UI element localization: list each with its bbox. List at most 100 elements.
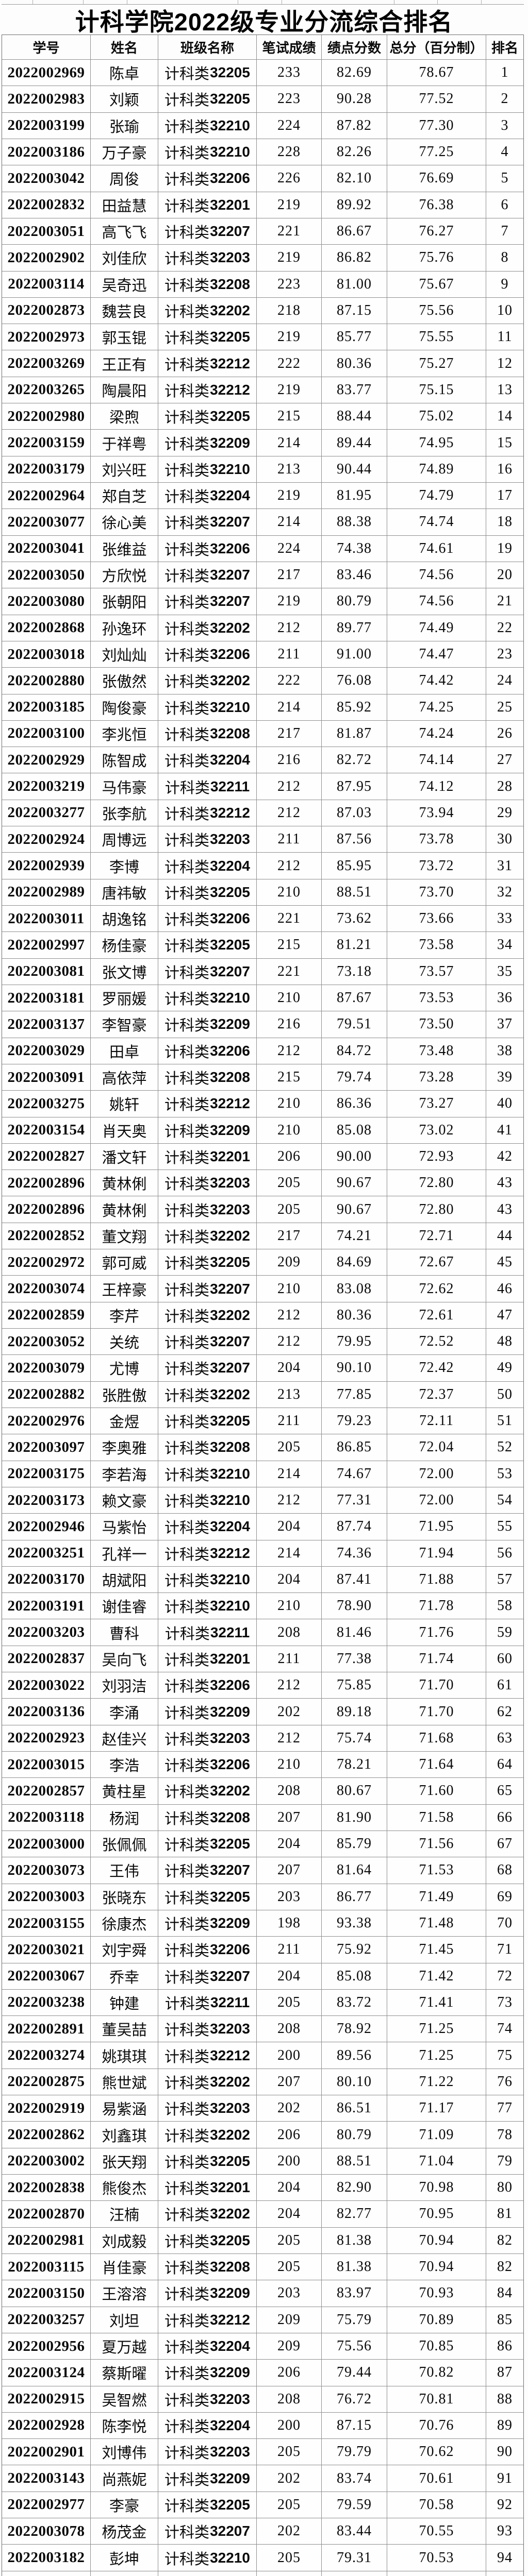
- cell-name: 姚轩: [91, 1091, 158, 1117]
- cell-gpa-score: 83.46: [322, 562, 387, 589]
- cell-total-score: 72.93: [387, 1143, 486, 1171]
- cell-total-score: 77.30: [387, 112, 486, 139]
- cell-total-score: 73.02: [387, 1117, 486, 1144]
- table-row: 2022002837 吴向飞 计科类 32201 211 77.38 71.74 …: [2, 1646, 523, 1673]
- cell-student-id: 2022002973: [2, 324, 91, 351]
- table-row: 2022002870 汪楠 计科类 32202 204 82.77 70.95 8…: [2, 2201, 523, 2228]
- cell-written-score: 219: [257, 324, 322, 351]
- cell-gpa-score: 85.08: [322, 1117, 387, 1144]
- cell-gpa-score: 79.51: [322, 1011, 387, 1038]
- header-name: 姓名: [91, 35, 158, 60]
- table-row: 2022003050 方欣悦 计科类 32207 217 83.46 74.56 …: [2, 562, 523, 589]
- cell-name: 周博远: [91, 826, 158, 853]
- cell-student-id: 2022002902: [2, 245, 91, 272]
- cell-gpa-score: 74.67: [322, 1461, 387, 1487]
- cell-class-name: 计科类 32202: [158, 1302, 257, 1329]
- cell-name: 王正有: [91, 350, 158, 377]
- cell-total-score: 71.25: [387, 2042, 486, 2069]
- cell-gpa-score: 89.92: [322, 192, 387, 218]
- cell-student-id: 2022003052: [2, 1329, 91, 1355]
- cell-total-score: 70.94: [387, 2253, 486, 2281]
- cell-class-name: 计科类 32210: [158, 1487, 257, 1514]
- cell-written-score: 210: [257, 1593, 322, 1620]
- cell-rank: 10: [486, 297, 523, 325]
- cell-name: 吴奇迅: [91, 271, 158, 298]
- cell-student-id: 2022002827: [2, 1143, 91, 1171]
- cell-written-score: 223: [257, 271, 322, 298]
- cell-rank: 37: [486, 1011, 523, 1038]
- table-body: 2022002969 陈卓 计科类 32205 233 82.69 78.67 1…: [2, 60, 523, 2576]
- cell-rank: 16: [486, 456, 523, 483]
- cell-gpa-score: 86.85: [322, 1434, 387, 1461]
- cell-rank: 81: [486, 2201, 523, 2228]
- cell-rank: 82: [486, 2227, 523, 2254]
- cell-name: 田益慧: [91, 192, 158, 218]
- cell-written-score: 216: [257, 747, 322, 774]
- cell-gpa-score: 77.85: [322, 1381, 387, 1408]
- cell-student-id: 2022003118: [2, 1804, 91, 1831]
- table-row: 2022003015 李浩 计科类 32206 210 78.21 71.64 6…: [2, 1752, 523, 1778]
- cell-written-score: 200: [257, 2412, 322, 2439]
- cell-written-score: 219: [257, 483, 322, 510]
- cell-name: 肖天奥: [91, 1117, 158, 1144]
- cell-student-id: 2022002923: [2, 1725, 91, 1752]
- cell-written-score: 205: [257, 1989, 322, 2016]
- cell-class-name: 计科类 32209: [158, 1117, 257, 1144]
- cell-total-score: 72.11: [387, 1408, 486, 1435]
- cell-written-score: 207: [257, 1857, 322, 1884]
- cell-rank: 60: [486, 1646, 523, 1673]
- cell-class-name: 计科类 32202: [158, 2069, 257, 2096]
- cell-total-score: 75.56: [387, 297, 486, 325]
- cell-student-id: 2022003170: [2, 1566, 91, 1594]
- cell-gpa-score: 79.59: [322, 2492, 387, 2519]
- cell-rank: 55: [486, 1514, 523, 1540]
- table-row: 2022002981 刘成毅 计科类 32205 205 81.38 70.94 …: [2, 2227, 523, 2254]
- cell-rank: 2: [486, 86, 523, 113]
- cell-name: 陈卓: [91, 60, 158, 87]
- cell-student-id: 2022002980: [2, 403, 91, 430]
- cell-name: 尚燕妮: [91, 2465, 158, 2492]
- cell-rank: 69: [486, 1884, 523, 1910]
- cell-student-id: 2022002901: [2, 2439, 91, 2466]
- cell-rank: 90: [486, 2439, 523, 2466]
- cell-total-score: 71.09: [387, 2122, 486, 2148]
- cell-total-score: 71.76: [387, 1619, 486, 1646]
- cell-rank: 51: [486, 1408, 523, 1435]
- cell-rank: 68: [486, 1857, 523, 1884]
- cell-student-id: 2022003115: [2, 2253, 91, 2281]
- cell-rank: 94: [486, 2545, 523, 2571]
- cell-gpa-score: 75.74: [322, 1725, 387, 1752]
- cell-student-id: 2022002939: [2, 853, 91, 879]
- table-row: 2022003265 陶晨阳 计科类 32212 219 83.77 75.15 …: [2, 377, 523, 404]
- cell-rank: 39: [486, 1064, 523, 1091]
- cell-written-score: 204: [257, 2201, 322, 2228]
- cell-student-id: 2022003011: [2, 906, 91, 933]
- cell-student-id: 2022003015: [2, 1752, 91, 1778]
- cell-gpa-score: 78.92: [322, 2016, 387, 2043]
- cell-total-score: 70.95: [387, 2201, 486, 2228]
- table-row: 2022003124 蔡斯曜 计科类 32209 206 79.44 70.82 …: [2, 2360, 523, 2386]
- table-row: 2022003029 田卓 计科类 32206 212 84.72 73.48 3…: [2, 1038, 523, 1064]
- cell-gpa-score: 86.77: [322, 1884, 387, 1910]
- cell-rank: 19: [486, 535, 523, 562]
- cell-total-score: 71.42: [387, 1963, 486, 1990]
- cell-written-score: 205: [257, 1434, 322, 1461]
- cell-written-score: 202: [257, 1699, 322, 1725]
- cell-class-name: 计科类 32209: [158, 2280, 257, 2307]
- cell-rank: 27: [486, 747, 523, 774]
- cell-student-id: 2022003042: [2, 165, 91, 192]
- cell-written-score: 205: [257, 1196, 322, 1223]
- table-row: 2022002964 郑自芝 计科类 32204 219 81.95 74.79 …: [2, 483, 523, 510]
- cell-gpa-score: 82.69: [322, 60, 387, 87]
- cell-total-score: 71.17: [387, 2095, 486, 2122]
- cell-written-score: 208: [257, 1619, 322, 1646]
- cell-written-score: 206: [257, 2122, 322, 2148]
- cell-name: 张晓东: [91, 1884, 158, 1910]
- cell-student-id: 2022003274: [2, 2042, 91, 2069]
- cell-name: 谢佳睿: [91, 1593, 158, 1620]
- cell-class-name: 计科类 32205: [158, 86, 257, 113]
- header-student-id: 学号: [2, 35, 91, 60]
- cell-total-score: 72.42: [387, 1355, 486, 1382]
- cell-written-score: 203: [257, 1884, 322, 1910]
